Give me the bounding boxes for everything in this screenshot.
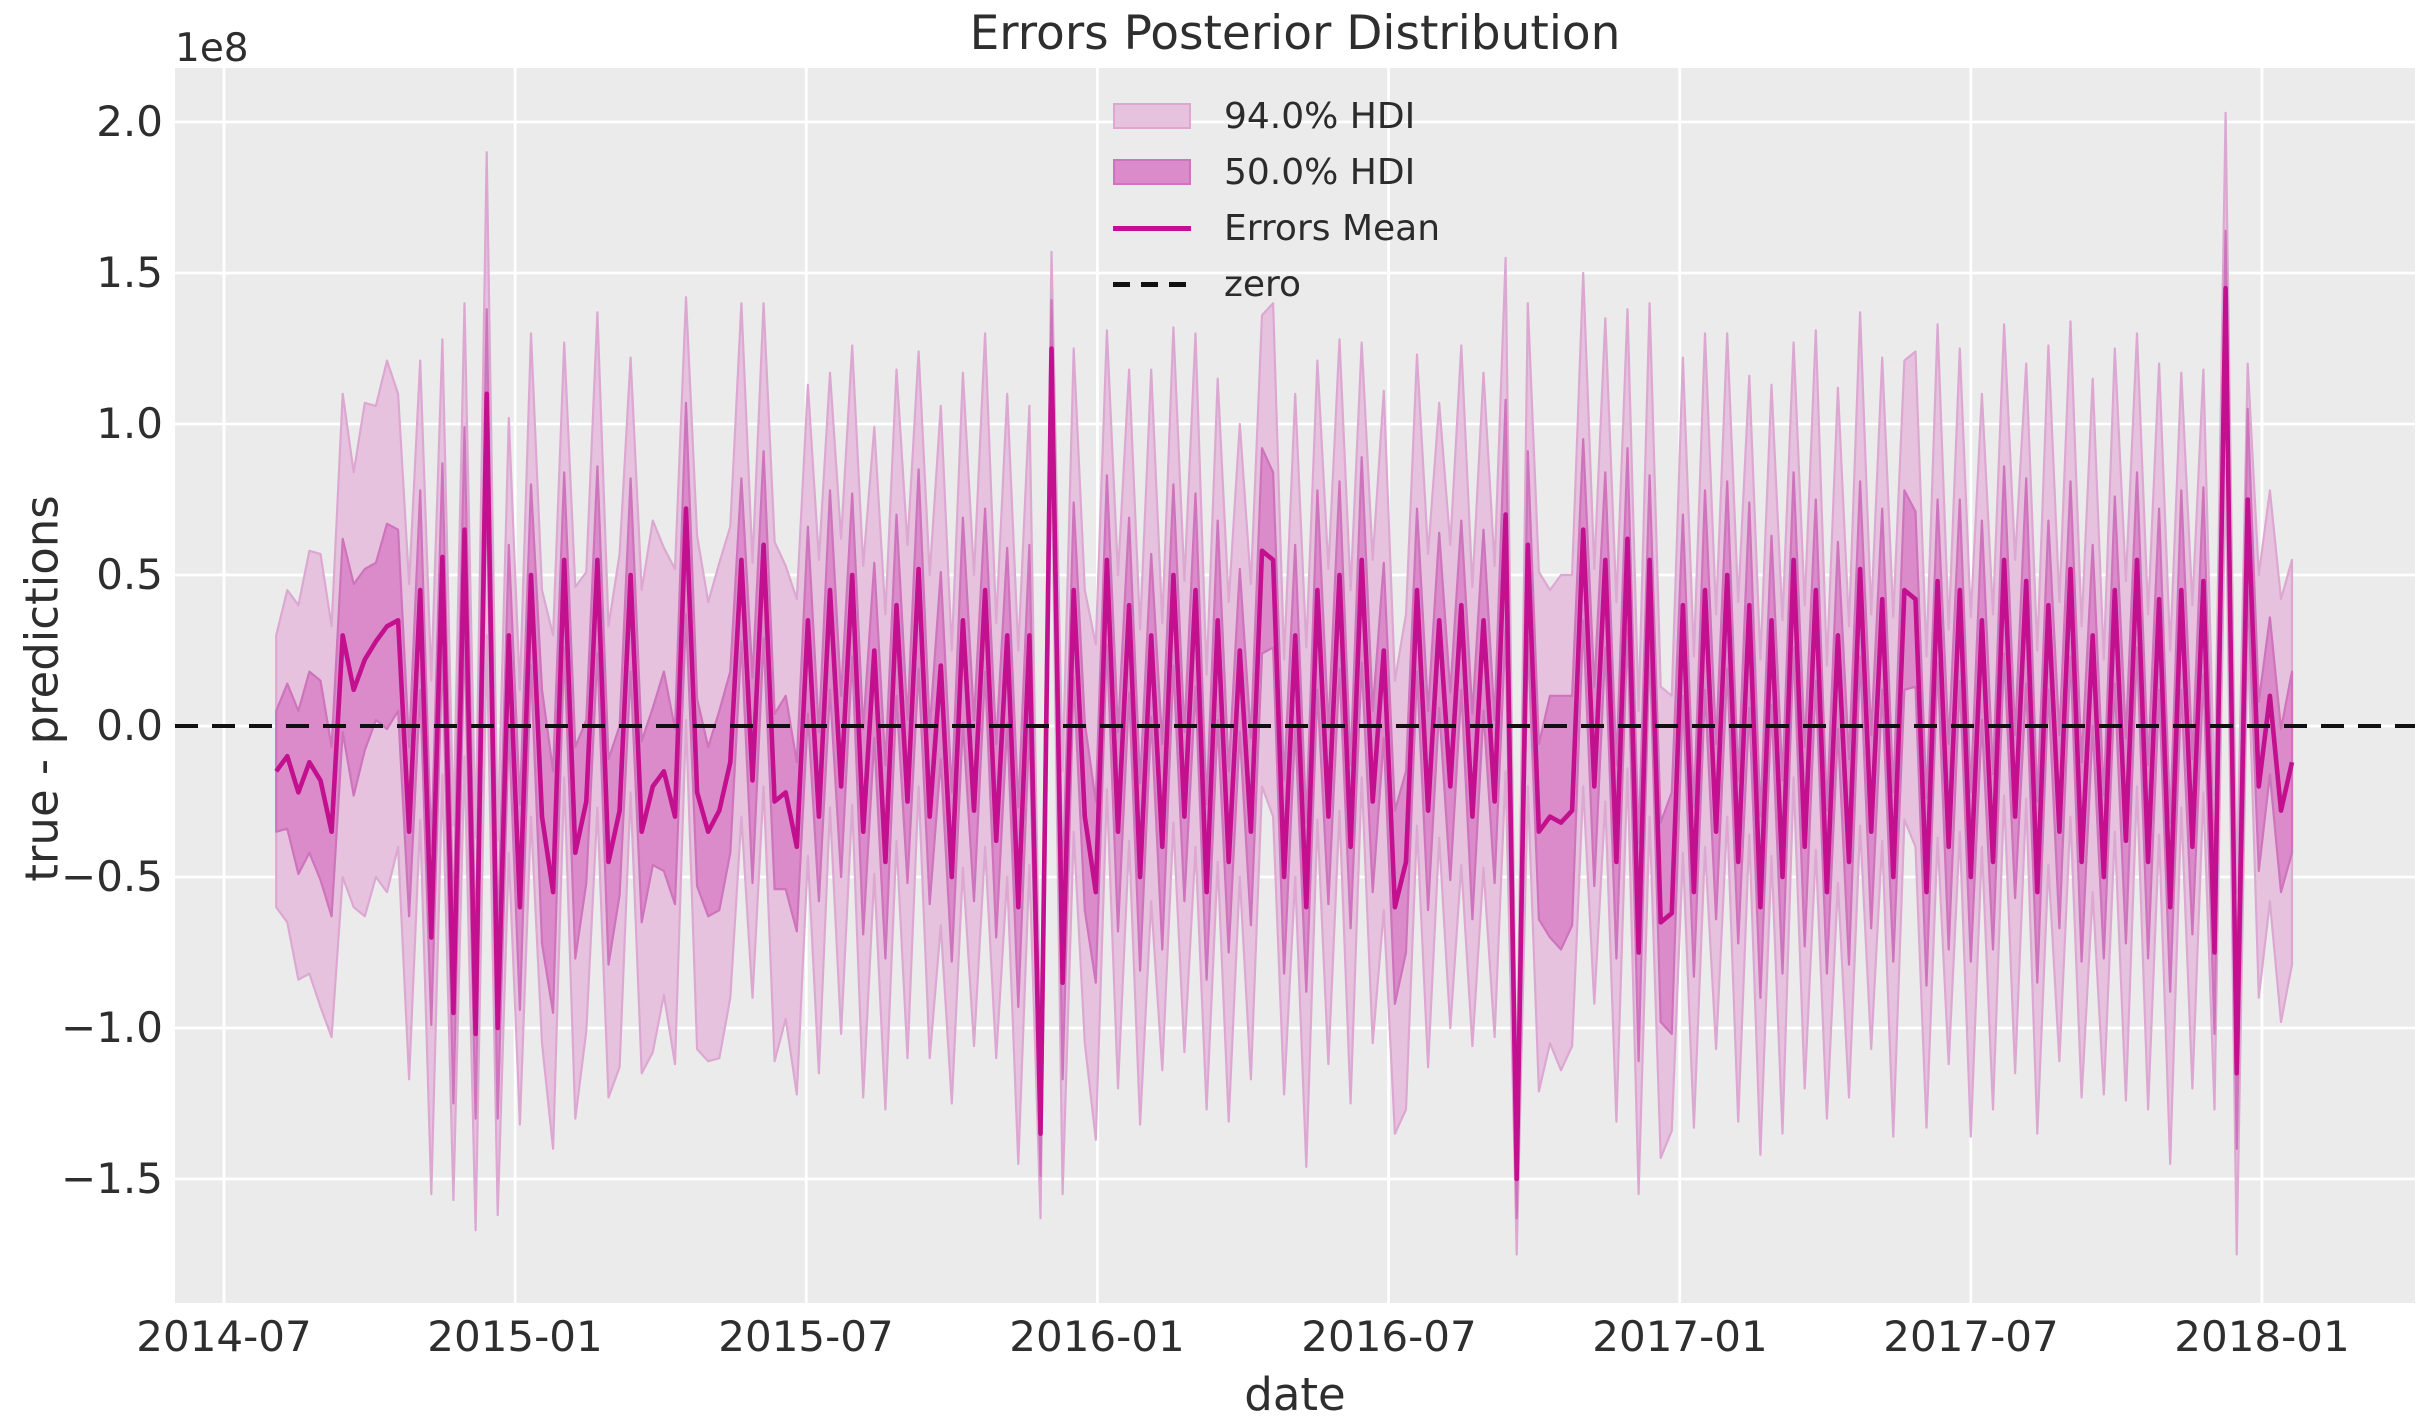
zero-line-swatch [1113, 281, 1191, 287]
y-tick-label: 0.0 [96, 701, 163, 750]
y-tick-label: 0.5 [96, 550, 163, 599]
legend-label: zero [1224, 263, 1302, 305]
legend: 94.0% HDI 50.0% HDI Errors Mean zero [1113, 88, 1440, 312]
legend-row: 50.0% HDI [1113, 144, 1440, 200]
legend-label: 94.0% HDI [1224, 95, 1416, 137]
legend-label: 50.0% HDI [1224, 151, 1416, 193]
x-tick-label: 2015-07 [718, 1312, 894, 1361]
x-tick-label: 2017-01 [1592, 1312, 1768, 1361]
y-tick-label: 2.0 [96, 97, 163, 146]
mean-line-swatch [1113, 225, 1191, 231]
legend-label: Errors Mean [1224, 207, 1441, 249]
x-tick-label: 2017-07 [1883, 1312, 2059, 1361]
hdi50-swatch [1113, 159, 1191, 185]
x-axis-label: date [1244, 1368, 1346, 1421]
y-tick-label: 1.5 [96, 248, 163, 297]
x-tick-label: 2015-01 [427, 1312, 603, 1361]
y-axis-offset-text: 1e8 [175, 26, 249, 71]
legend-row: zero [1113, 256, 1440, 312]
y-tick-label: −0.5 [61, 852, 163, 901]
legend-row: Errors Mean [1113, 200, 1440, 256]
x-tick-label: 2016-07 [1301, 1312, 1477, 1361]
chart-title: Errors Posterior Distribution [969, 6, 1621, 61]
y-tick-label: 1.0 [96, 399, 163, 448]
x-tick-label: 2016-01 [1009, 1312, 1185, 1361]
hdi94-swatch [1113, 103, 1191, 129]
y-tick-label: −1.5 [61, 1154, 163, 1203]
hdi94-band [275, 111, 2294, 1256]
y-tick-label: −1.0 [61, 1003, 163, 1052]
errors-mean-line [274, 285, 2295, 1182]
x-tick-label: 2018-01 [2174, 1312, 2350, 1361]
x-tick-label: 2014-07 [136, 1312, 312, 1361]
legend-row: 94.0% HDI [1113, 88, 1440, 144]
